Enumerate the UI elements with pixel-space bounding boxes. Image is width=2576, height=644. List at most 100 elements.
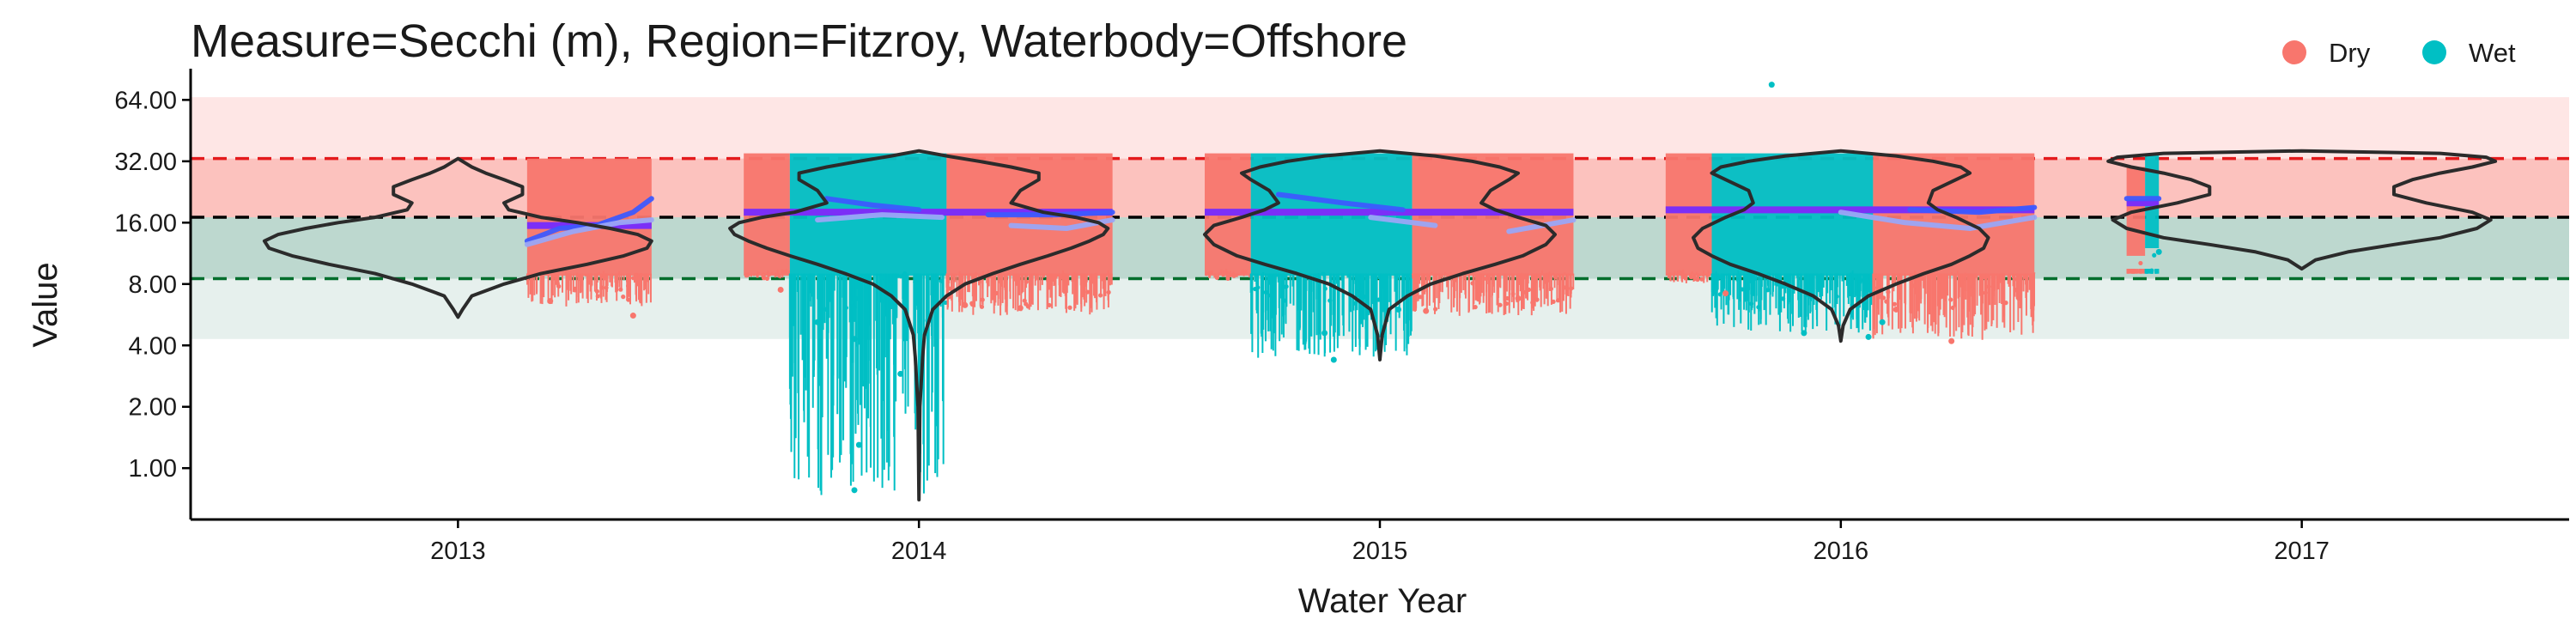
observation-point: [1693, 276, 1698, 282]
outlier-point: [851, 487, 858, 494]
observation-point: [1267, 293, 1273, 298]
season-block-fill: [1873, 153, 2035, 276]
outlier-point: [1330, 356, 1337, 363]
violin-outline: [2106, 149, 2498, 271]
observation-point: [858, 286, 863, 291]
outlier-point: [1768, 82, 1775, 88]
observation-point: [792, 280, 797, 285]
observation-point: [939, 278, 944, 283]
observation-point: [1948, 297, 1953, 302]
legend-key-dry: [2282, 40, 2306, 64]
observation-point: [1253, 286, 1258, 292]
observation-point: [879, 275, 884, 281]
observation-point: [744, 273, 750, 278]
y-tick-label: 4.00: [129, 332, 177, 360]
axes: [182, 69, 2569, 528]
observation-point: [1717, 292, 1722, 297]
outlier-point: [547, 298, 554, 305]
observation-point: [1911, 283, 1917, 289]
outlier-point: [1948, 337, 1955, 344]
observation-point: [1284, 284, 1289, 289]
outlier-point: [814, 319, 821, 325]
observation-point: [1322, 286, 1327, 291]
observation-point: [848, 300, 854, 305]
observation-point: [1473, 305, 1478, 310]
observation-point: [2014, 288, 2019, 293]
x-tick-label: 2015: [1352, 538, 1408, 565]
y-tick-labels: 1.00 2.00 4.00 8.00 16.00 32.00 64.00: [114, 87, 177, 483]
y-tick-label: 1.00: [129, 455, 177, 483]
observation-point: [1433, 307, 1438, 312]
observation-point: [1779, 284, 1784, 289]
observation-point: [1225, 276, 1230, 282]
violins: [262, 149, 2498, 501]
observation-point: [1281, 274, 1286, 279]
observation-point: [1986, 284, 1991, 289]
observation-point: [1950, 305, 1955, 311]
observation-point: [843, 305, 848, 311]
outlier-point: [962, 301, 969, 308]
observation-point: [1699, 276, 1704, 282]
legend-label-dry: Dry: [2329, 38, 2371, 68]
observation-point: [2152, 252, 2157, 258]
observation-point: [1973, 273, 1978, 278]
observation-point: [1504, 301, 1510, 307]
observation-point: [593, 273, 598, 278]
observation-point: [595, 294, 600, 299]
observation-point: [1808, 284, 1814, 289]
observation-point: [1834, 294, 1839, 299]
observation-point: [599, 285, 605, 290]
observation-point: [980, 297, 985, 302]
y-tick-label: 2.00: [129, 394, 177, 422]
observation-point: [594, 289, 600, 295]
observation-point: [1884, 299, 1889, 304]
observation-point: [1362, 295, 1367, 300]
outlier-point: [897, 370, 904, 377]
observation-point: [1765, 288, 1771, 293]
observation-point: [761, 276, 767, 281]
observation-point: [1231, 273, 1236, 278]
observation-point: [969, 301, 975, 307]
outlier-point: [855, 441, 862, 448]
observation-point: [947, 286, 952, 291]
violin-outline: [1203, 149, 1557, 361]
observation-point: [902, 271, 908, 276]
observation-point: [1214, 275, 1220, 281]
observation-point: [1352, 301, 1358, 306]
season-block-fill: [1665, 153, 1712, 276]
outlier-point: [1394, 306, 1401, 313]
observation-point: [993, 290, 999, 295]
outlier-point: [1017, 305, 1024, 312]
observation-point: [1689, 275, 1694, 280]
observation-point: [1534, 297, 1540, 302]
x-tick-label: 2014: [891, 538, 947, 565]
outlier-point: [1879, 319, 1886, 325]
legend-label-wet: Wet: [2469, 38, 2516, 68]
observation-point: [1753, 276, 1758, 281]
observation-point: [1470, 281, 1475, 286]
x-tick-label: 2016: [1814, 538, 1869, 565]
observation-point: [979, 304, 985, 309]
outlier-point: [860, 380, 867, 387]
y-axis-title: Value: [27, 262, 64, 347]
observation-point: [2138, 260, 2143, 266]
observation-point: [1357, 288, 1363, 293]
observation-point: [1067, 305, 1072, 310]
observation-point: [1522, 275, 1527, 280]
observation-point: [1376, 297, 1382, 302]
observation-point: [1296, 280, 1301, 286]
observation-point: [604, 285, 609, 290]
observation-point: [1282, 298, 1287, 303]
observation-point: [1548, 286, 1553, 291]
observation-point: [1714, 286, 1719, 292]
observation-point: [1740, 287, 1745, 292]
observation-point: [626, 297, 631, 302]
observation-point: [1569, 286, 1574, 291]
observation-point: [1510, 291, 1516, 296]
legend: Dry Wet: [2282, 38, 2516, 68]
observation-point: [625, 283, 631, 289]
observation-point: [1106, 289, 1111, 295]
observation-point: [1876, 283, 1881, 288]
observation-point: [2003, 301, 2008, 306]
observation-point: [828, 274, 833, 279]
